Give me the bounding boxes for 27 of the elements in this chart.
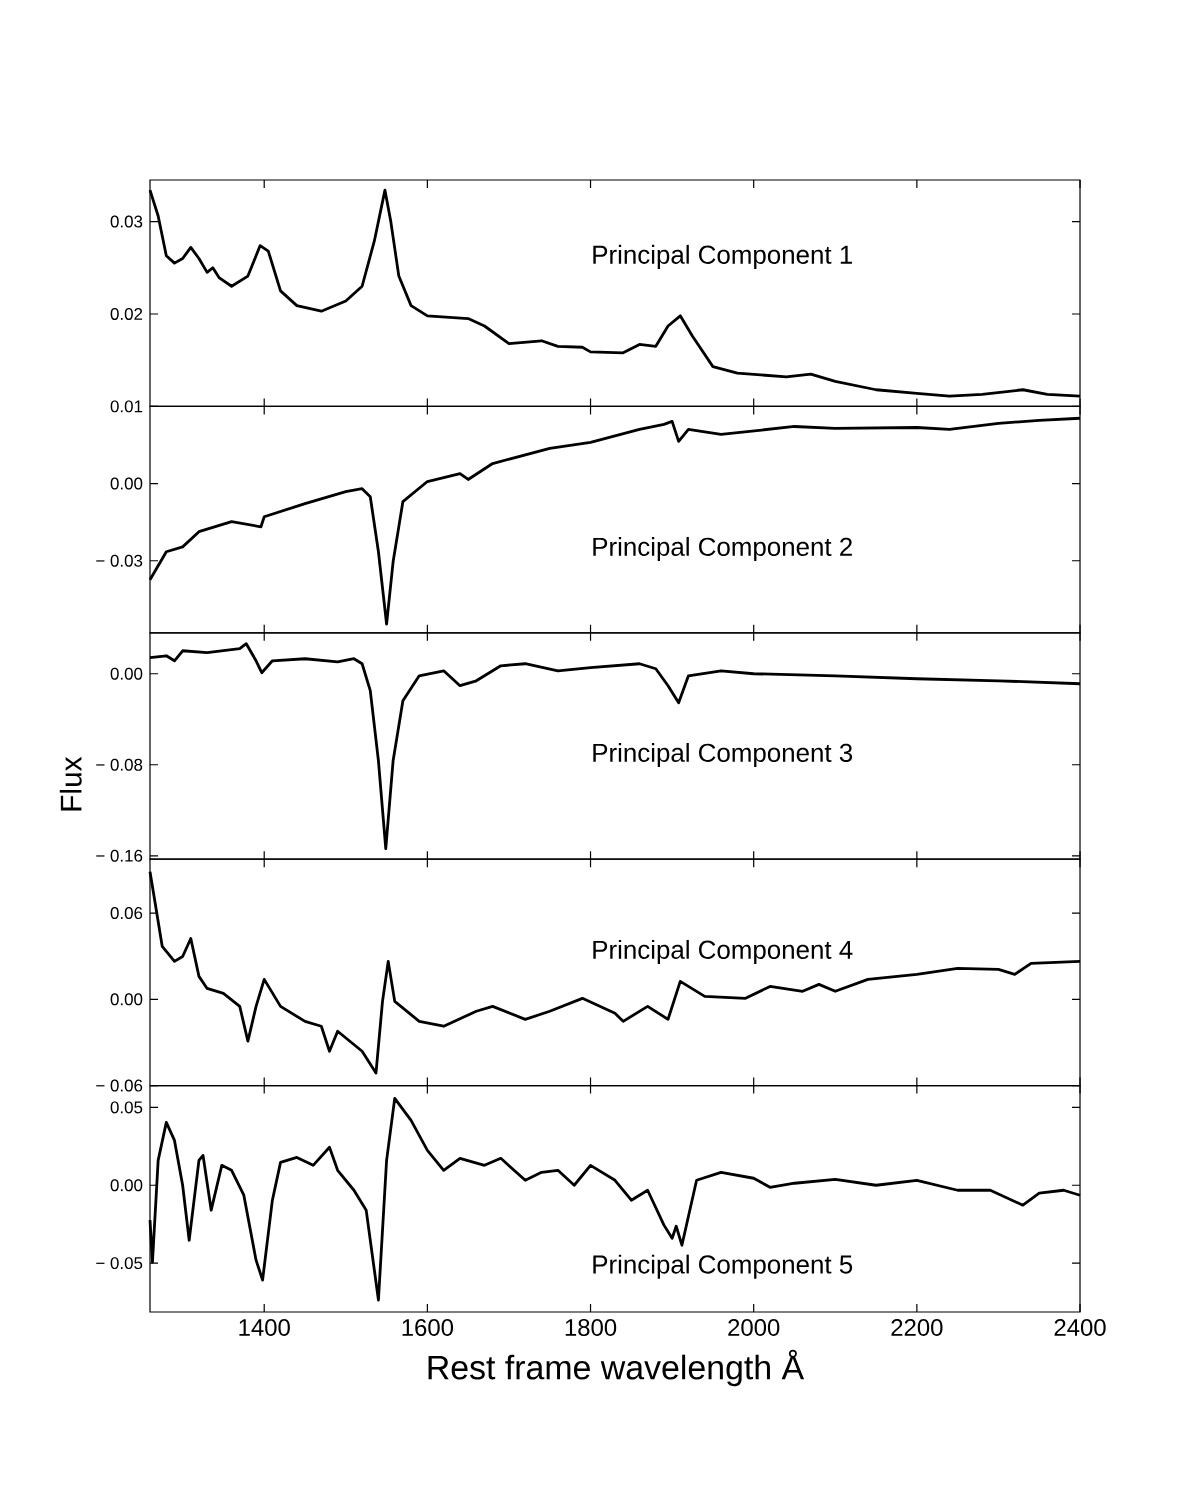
x-tick-label: 1600 bbox=[402, 1319, 454, 1336]
annotation: Principal Component 4 bbox=[593, 939, 853, 965]
y-tick-label: 0.05 bbox=[110, 1101, 143, 1114]
x-tick-label: 1800 bbox=[565, 1319, 617, 1336]
x-tick-label: 1400 bbox=[239, 1319, 290, 1336]
annotation: Principal Component 5 bbox=[593, 1254, 853, 1279]
y-tick-label: − 0.16 bbox=[96, 849, 143, 862]
y-axis-title: Flux bbox=[59, 756, 82, 811]
annotation: Principal Component 2 bbox=[593, 536, 852, 562]
y-tick-label: 0.00 bbox=[110, 667, 143, 680]
y-tick-label: 0.06 bbox=[110, 907, 143, 920]
y-tick-label: 0.02 bbox=[110, 307, 143, 320]
x-tick-label: 2200 bbox=[891, 1319, 943, 1336]
x-axis-title: Rest frame wavelength Å bbox=[428, 1349, 805, 1387]
annotation: Principal Component 3 bbox=[593, 742, 853, 768]
x-tick-label: 2400 bbox=[1054, 1319, 1106, 1336]
y-tick-label: − 0.06 bbox=[96, 1079, 143, 1092]
y-tick-label: − 0.08 bbox=[96, 758, 143, 771]
x-tick-label: 2000 bbox=[728, 1319, 780, 1336]
y-tick-label: 0.01 bbox=[110, 400, 143, 413]
annotation: Principal Component 1 bbox=[593, 244, 852, 270]
y-tick-label: 0.00 bbox=[110, 1179, 143, 1192]
y-tick-label: − 0.05 bbox=[96, 1257, 143, 1270]
y-tick-label: 0.03 bbox=[110, 215, 143, 228]
y-tick-label: 0.00 bbox=[110, 993, 143, 1006]
y-tick-label: − 0.03 bbox=[96, 554, 143, 567]
y-tick-label: 0.00 bbox=[110, 477, 143, 490]
